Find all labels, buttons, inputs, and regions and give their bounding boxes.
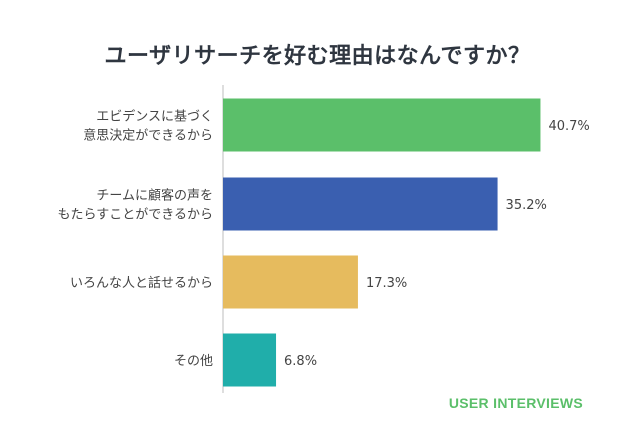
category-labels-group: エビデンスに基づく意思決定ができるからチームに顧客の声をもたらすことができるから… bbox=[58, 109, 213, 370]
bars-group bbox=[223, 98, 541, 387]
value-label-3: 17.3% bbox=[366, 276, 407, 291]
category-label-4-line-1: その他 bbox=[174, 354, 213, 369]
category-label-3-line-1: いろんな人と話せるから bbox=[70, 275, 213, 291]
value-label-4: 6.8% bbox=[284, 354, 317, 369]
category-label-1-line-1: エビデンスに基づく bbox=[96, 109, 213, 125]
bar-2 bbox=[223, 177, 498, 231]
bar-4 bbox=[223, 333, 277, 387]
category-label-2-line-1: チームに顧客の声を bbox=[96, 188, 213, 204]
bar-1 bbox=[223, 98, 541, 152]
value-label-2: 35.2% bbox=[506, 198, 547, 213]
chart-title: ユーザリサーチを好む理由はなんですか？ bbox=[104, 44, 531, 69]
brand-logo-text: USER INTERVIEWS bbox=[448, 395, 583, 411]
category-label-2-line-2: もたらすことができるから bbox=[58, 208, 213, 223]
bar-3 bbox=[223, 255, 358, 309]
value-label-1: 40.7% bbox=[548, 119, 589, 134]
category-label-1-line-2: 意思決定ができるから bbox=[83, 128, 213, 144]
value-labels-group: 40.7% 35.2% 17.3% 6.8% bbox=[284, 119, 590, 369]
